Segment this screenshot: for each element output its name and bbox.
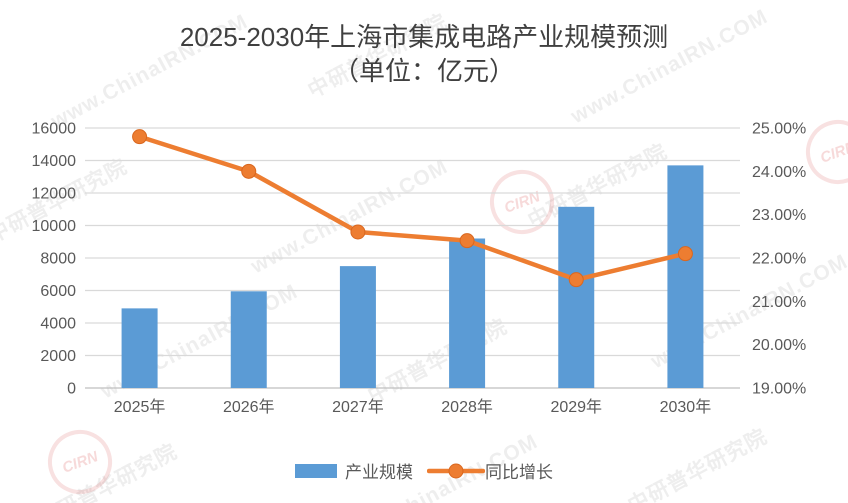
growth-point-2026年 <box>241 163 257 179</box>
chart-title-line2: （单位：亿元） <box>332 56 515 87</box>
left-axis-tick-10000: 10000 <box>32 218 77 235</box>
left-axis-tick-8000: 8000 <box>40 251 76 268</box>
bar-2026年 <box>230 291 267 388</box>
right-axis-tick-19.00%: 19.00% <box>752 381 806 398</box>
x-axis-label-2025年: 2025年 <box>114 398 166 416</box>
bar-2030年 <box>667 165 704 388</box>
legend-bar-swatch-icon <box>295 463 337 478</box>
left-axis-tick-2000: 2000 <box>40 348 76 365</box>
bar-2028年 <box>449 238 486 388</box>
legend-line-swatch-icon <box>427 463 485 478</box>
right-axis-tick-21.00%: 21.00% <box>752 294 806 311</box>
x-axis-label-2027年: 2027年 <box>332 398 384 416</box>
x-axis-label-2026年: 2026年 <box>223 398 275 416</box>
growth-point-2025年 <box>132 129 148 145</box>
x-axis-label-2030年: 2030年 <box>660 398 712 416</box>
left-axis-tick-0: 0 <box>67 381 76 398</box>
right-axis-tick-22.00%: 22.00% <box>752 251 806 268</box>
legend-item-line: 同比增长 <box>427 458 553 483</box>
growth-line <box>137 134 688 282</box>
left-axis-tick-14000: 14000 <box>32 153 77 170</box>
legend: 产业规模 同比增长 <box>0 458 848 483</box>
legend-item-bars: 产业规模 <box>295 458 413 483</box>
left-axis-tick-6000: 6000 <box>40 283 76 300</box>
growth-point-2030年 <box>677 246 693 262</box>
x-axis-label-2028年: 2028年 <box>441 398 493 416</box>
left-axis-tick-16000: 16000 <box>32 121 77 138</box>
bar-2029年 <box>558 206 595 388</box>
right-axis-tick-20.00%: 20.00% <box>752 337 806 354</box>
growth-point-2027年 <box>350 224 366 240</box>
growth-point-2028年 <box>459 233 475 249</box>
chart-title-line1: 2025-2030年上海市集成电路产业规模预测 <box>179 22 669 52</box>
growth-point-2029年 <box>568 272 584 288</box>
right-axis-tick-25.00%: 25.00% <box>752 121 806 138</box>
right-axis-tick-24.00%: 24.00% <box>752 164 806 181</box>
x-axis-label-2029年: 2029年 <box>550 398 602 416</box>
bar-2025年 <box>121 308 158 388</box>
legend-bar-label: 产业规模 <box>345 463 413 482</box>
bar-2027年 <box>339 266 376 388</box>
left-axis-tick-4000: 4000 <box>40 316 76 333</box>
left-axis-tick-12000: 12000 <box>32 186 77 203</box>
legend-line-label: 同比增长 <box>485 463 553 482</box>
chart-title: 2025-2030年上海市集成电路产业规模预测 （单位：亿元） <box>0 20 848 89</box>
right-axis-tick-23.00%: 23.00% <box>752 207 806 224</box>
